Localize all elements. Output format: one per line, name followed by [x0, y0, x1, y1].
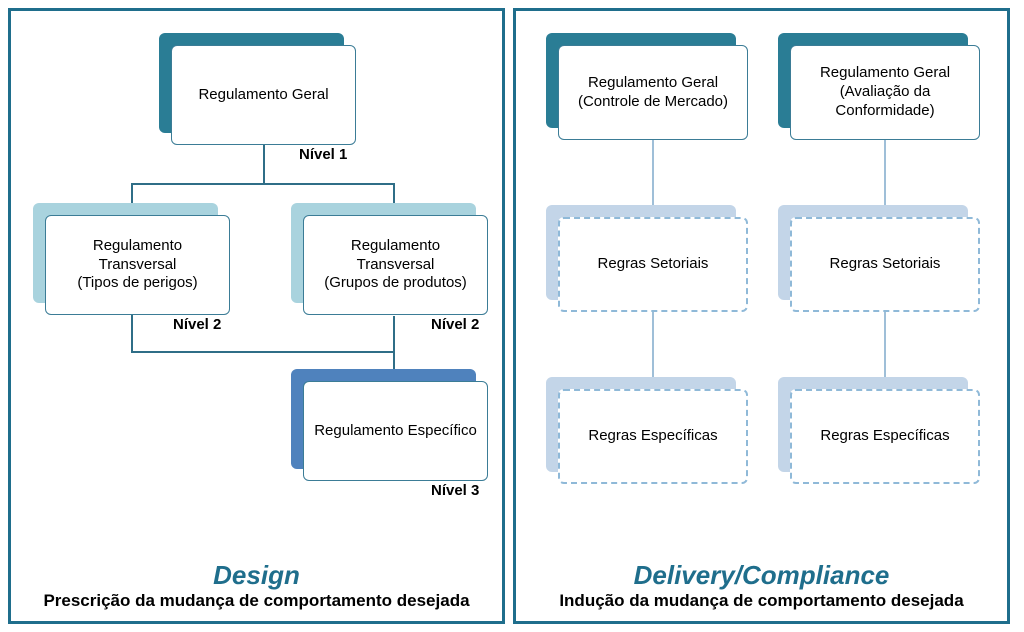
node-label-l1: Regulamento Geral: [820, 64, 950, 83]
node-regras-especificas-left: Regras Específicas: [546, 377, 748, 484]
design-footer: Design Prescrição da mudança de comporta…: [11, 556, 502, 621]
node-label-l2: (Tipos de perigos): [77, 274, 197, 293]
node-label: Regras Setoriais: [830, 255, 941, 274]
node-regulamento-geral: Regulamento Geral: [159, 33, 356, 145]
node-label: Regras Específicas: [820, 427, 949, 446]
design-title: Design: [23, 560, 490, 591]
node-label-l1: Regulamento Transversal: [56, 237, 219, 275]
level-tag-2b: Nível 2: [431, 316, 479, 333]
design-subtitle: Prescrição da mudança de comportamento d…: [23, 591, 490, 611]
node-label: Regulamento Geral: [198, 86, 328, 105]
delivery-footer: Delivery/Compliance Indução da mudança d…: [516, 556, 1007, 621]
node-transversal-perigos: Regulamento Transversal (Tipos de perigo…: [33, 203, 230, 315]
design-panel: Regulamento Geral Nível 1 Regulamento Tr…: [8, 8, 505, 624]
node-transversal-produtos: Regulamento Transversal (Grupos de produ…: [291, 203, 488, 315]
node-label: Regras Setoriais: [598, 255, 709, 274]
node-label: Regras Específicas: [588, 427, 717, 446]
node-label-l1: Regulamento Geral: [588, 74, 718, 93]
node-regras-setoriais-left: Regras Setoriais: [546, 205, 748, 312]
level-tag-3: Nível 3: [431, 482, 479, 499]
node-label: Regulamento Específico: [314, 422, 477, 441]
delivery-title: Delivery/Compliance: [528, 560, 995, 591]
node-label-l1: Regulamento Transversal: [314, 237, 477, 275]
delivery-panel: Regulamento Geral (Controle de Mercado) …: [513, 8, 1010, 624]
node-regras-especificas-right: Regras Específicas: [778, 377, 980, 484]
node-regulamento-especifico: Regulamento Específico: [291, 369, 488, 481]
level-tag-1: Nível 1: [299, 146, 347, 163]
node-avaliacao-conformidade: Regulamento Geral (Avaliação da Conformi…: [778, 33, 980, 140]
design-diagram: Regulamento Geral Nível 1 Regulamento Tr…: [11, 11, 502, 556]
node-controle-mercado: Regulamento Geral (Controle de Mercado): [546, 33, 748, 140]
node-label-l2: (Avaliação da Conformidade): [801, 83, 969, 121]
delivery-diagram: Regulamento Geral (Controle de Mercado) …: [516, 11, 1007, 556]
node-label-l2: (Controle de Mercado): [578, 93, 728, 112]
delivery-subtitle: Indução da mudança de comportamento dese…: [528, 591, 995, 611]
level-tag-2a: Nível 2: [173, 316, 221, 333]
node-regras-setoriais-right: Regras Setoriais: [778, 205, 980, 312]
node-label-l2: (Grupos de produtos): [324, 274, 467, 293]
